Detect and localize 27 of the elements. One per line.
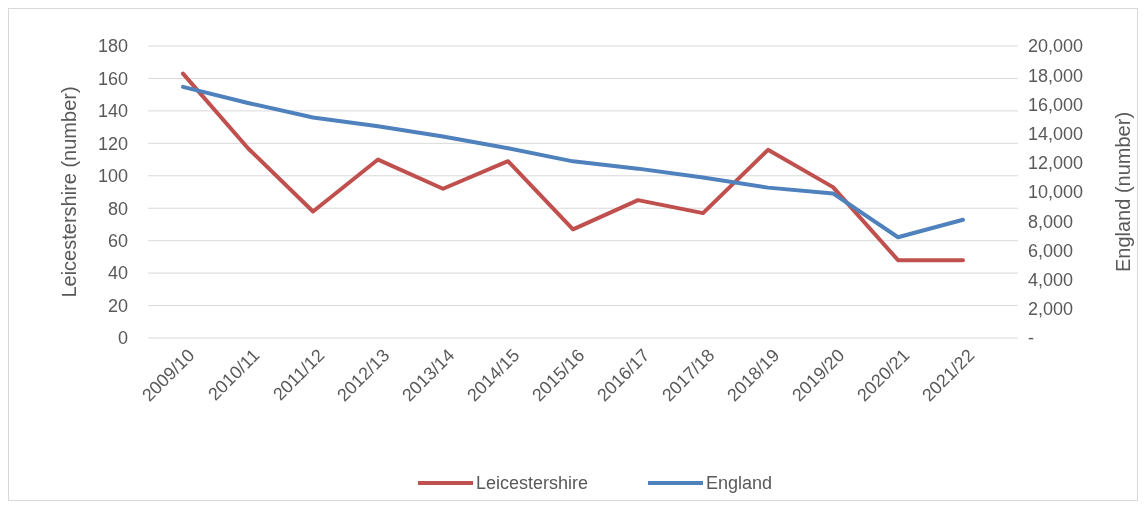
y-tick-label: 40	[107, 263, 128, 284]
legend-label: Leicestershire	[476, 473, 589, 494]
y-tick-label: 120	[97, 133, 128, 154]
y2-tick-label: 20,000	[1028, 36, 1084, 57]
y-tick-label: 0	[117, 328, 128, 349]
y-tick-label: 180	[97, 36, 128, 57]
y-tick-label: 60	[107, 230, 128, 251]
legend-label: England	[706, 473, 773, 494]
y-tick-label: 80	[107, 198, 128, 219]
y2-tick-label: 2,000	[1028, 299, 1074, 320]
y-axis-title: Leicestershire (number)	[58, 86, 80, 298]
line-series	[181, 84, 965, 240]
y2-tick-label: 16,000	[1028, 94, 1084, 115]
y2-tick-label: 8,000	[1028, 211, 1074, 232]
y2-tick-label: 4,000	[1028, 269, 1074, 290]
y2-axis-title: England (number)	[1112, 111, 1134, 273]
y2-tick-label: 6,000	[1028, 240, 1074, 261]
line-series	[181, 71, 965, 263]
y2-tick-label: 18,000	[1028, 65, 1084, 86]
y-tick-label: 20	[107, 295, 128, 316]
y2-tick-label: 10,000	[1028, 182, 1084, 203]
y2-tick-label: 14,000	[1028, 123, 1084, 144]
y-tick-label: 160	[97, 68, 128, 89]
y2-tick-label: -	[1028, 328, 1034, 349]
y-tick-label: 140	[97, 101, 128, 122]
y2-tick-label: 12,000	[1028, 153, 1084, 174]
y-tick-label: 100	[97, 166, 128, 187]
